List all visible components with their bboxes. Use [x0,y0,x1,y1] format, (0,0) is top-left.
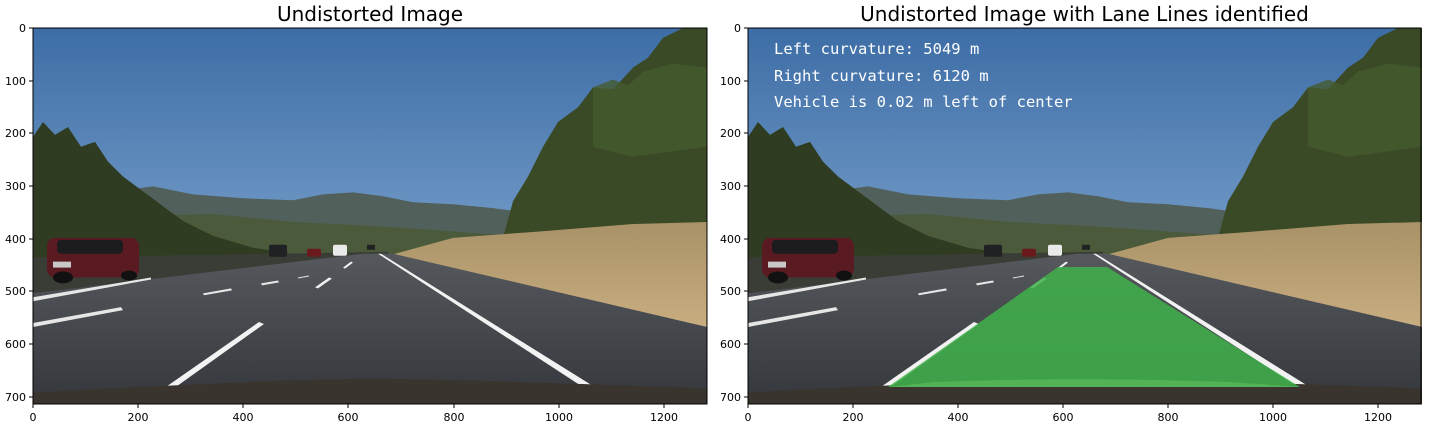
right-x-tick-200: 200 [843,411,864,424]
right-y-tick-100: 100 [720,75,741,88]
right-x-tick-1200: 1200 [1364,411,1392,424]
left-y-tick-600: 600 [5,338,26,351]
left-y-tick-0: 0 [19,22,26,35]
right-x-tick-400: 400 [948,411,969,424]
right-x-axis: 0 200 400 600 800 1000 1200 [745,404,1392,424]
left-y-tick-100: 100 [5,75,26,88]
left-x-tick-800: 800 [444,411,465,424]
left-y-tick-400: 400 [5,233,26,246]
right-y-tick-200: 200 [720,127,741,140]
left-panel-title: Undistorted Image [276,2,464,26]
overlay-right-curvature: Right curvature: 6120 m [774,67,989,85]
right-y-tick-600: 600 [720,338,741,351]
right-x-tick-1000: 1000 [1259,411,1287,424]
left-x-tick-400: 400 [233,411,254,424]
right-y-tick-0: 0 [734,22,741,35]
lane-overlay [888,267,1300,387]
right-y-axis: 0 100 200 300 400 500 600 700 [720,22,748,404]
right-y-tick-300: 300 [720,180,741,193]
right-x-tick-0: 0 [745,411,752,424]
right-photo: Left curvature: 5049 m Right curvature: … [747,27,1422,405]
left-x-tick-0: 0 [30,411,37,424]
left-y-tick-700: 700 [5,391,26,404]
left-y-tick-500: 500 [5,285,26,298]
left-x-tick-1200: 1200 [650,411,678,424]
right-x-tick-600: 600 [1053,411,1074,424]
left-y-tick-200: 200 [5,127,26,140]
left-y-tick-300: 300 [5,180,26,193]
right-panel-title: Undistorted Image with Lane Lines identi… [860,2,1309,26]
left-x-tick-200: 200 [128,411,149,424]
left-x-axis: 0 200 400 600 800 1000 1200 [30,404,678,424]
left-y-axis: 0 100 200 300 400 500 600 700 [5,22,33,404]
left-x-tick-600: 600 [338,411,359,424]
overlay-vehicle-offset: Vehicle is 0.02 m left of center [774,93,1073,111]
left-x-tick-1000: 1000 [545,411,573,424]
right-y-tick-500: 500 [720,285,741,298]
left-photo [32,27,708,405]
overlay-left-curvature: Left curvature: 5049 m [774,40,979,58]
right-y-tick-400: 400 [720,233,741,246]
right-x-tick-800: 800 [1158,411,1179,424]
right-y-tick-700: 700 [720,391,741,404]
